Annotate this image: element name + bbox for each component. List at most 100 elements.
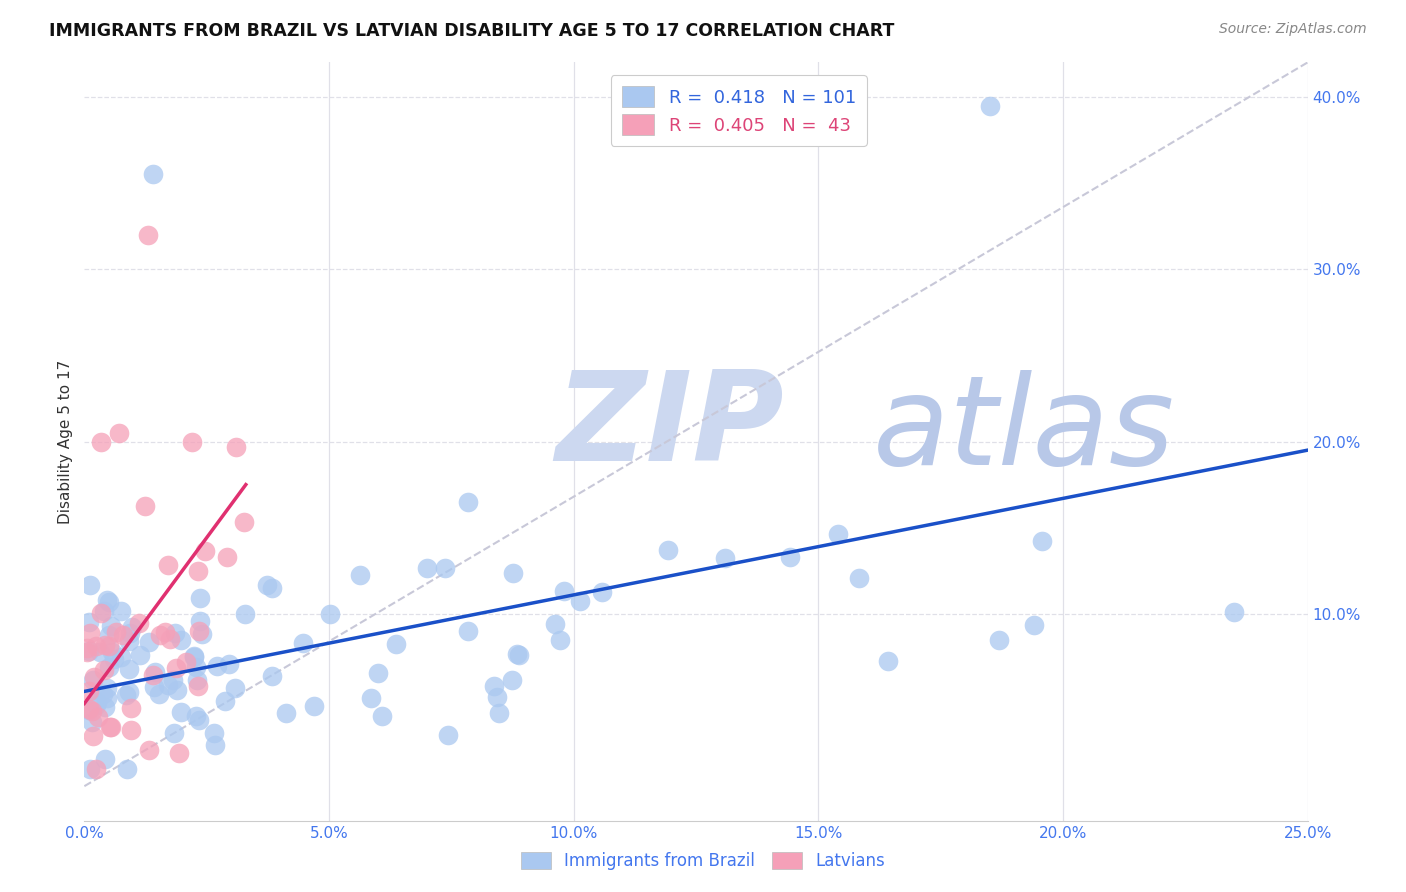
Point — [235, 607, 257, 621]
Point — [988, 632, 1011, 647]
Point — [224, 681, 246, 695]
Point — [94, 699, 117, 714]
Point — [544, 617, 567, 632]
Point — [194, 543, 217, 558]
Point — [100, 619, 122, 633]
Point — [80, 714, 103, 729]
Text: Source: ZipAtlas.com: Source: ZipAtlas.com — [1219, 22, 1367, 37]
Point — [77, 644, 100, 658]
Point — [506, 647, 529, 661]
Point — [142, 680, 165, 694]
Point — [302, 699, 325, 714]
Point — [155, 624, 177, 639]
Point — [82, 704, 104, 718]
Point — [187, 679, 209, 693]
Point — [118, 662, 141, 676]
Point — [437, 727, 460, 741]
Point — [260, 581, 283, 595]
Point — [548, 633, 571, 648]
Point — [115, 762, 138, 776]
Point — [218, 657, 240, 672]
Point — [484, 679, 506, 693]
Point — [779, 549, 801, 564]
Point — [82, 673, 104, 687]
Point — [128, 616, 150, 631]
Point — [120, 723, 142, 737]
Point — [170, 633, 193, 648]
Point — [162, 673, 184, 687]
Point — [163, 726, 186, 740]
Point — [84, 762, 107, 776]
Point — [319, 607, 342, 621]
Point — [93, 664, 115, 678]
Point — [591, 584, 613, 599]
Point — [86, 695, 108, 709]
Point — [120, 701, 142, 715]
Point — [433, 561, 456, 575]
Point — [93, 604, 115, 618]
Point — [104, 625, 127, 640]
Point — [569, 593, 592, 607]
Point — [159, 632, 181, 646]
Point — [129, 648, 152, 662]
Point — [118, 685, 141, 699]
Point — [170, 705, 193, 719]
Point — [89, 645, 111, 659]
Point — [82, 729, 104, 743]
Point — [188, 591, 211, 605]
Point — [508, 648, 530, 663]
Point — [183, 648, 205, 663]
Point — [115, 689, 138, 703]
Point — [165, 661, 187, 675]
Point — [1031, 533, 1053, 548]
Point — [184, 709, 207, 723]
Point — [100, 645, 122, 659]
Point — [485, 690, 508, 704]
Point — [84, 698, 107, 713]
Point — [77, 702, 100, 716]
Point — [79, 762, 101, 776]
Point — [90, 606, 112, 620]
Point — [233, 515, 256, 529]
Point — [1024, 618, 1046, 632]
Point — [156, 558, 179, 573]
Point — [143, 665, 166, 679]
Point — [118, 634, 141, 648]
Text: IMMIGRANTS FROM BRAZIL VS LATVIAN DISABILITY AGE 5 TO 17 CORRELATION CHART: IMMIGRANTS FROM BRAZIL VS LATVIAN DISABI… — [49, 22, 894, 40]
Point — [84, 639, 107, 653]
Point — [188, 615, 211, 629]
Point — [79, 578, 101, 592]
Point — [181, 434, 204, 449]
Text: ZIP: ZIP — [555, 366, 785, 487]
Point — [103, 652, 125, 666]
Point — [165, 626, 187, 640]
Point — [367, 665, 389, 680]
Point — [167, 746, 190, 760]
Point — [98, 660, 121, 674]
Point — [204, 738, 226, 752]
Point — [256, 578, 278, 592]
Point — [349, 568, 371, 582]
Point — [186, 673, 208, 687]
Point — [174, 655, 197, 669]
Point — [202, 726, 225, 740]
Point — [94, 752, 117, 766]
Point — [87, 710, 110, 724]
Point — [156, 678, 179, 692]
Point — [112, 628, 135, 642]
Point — [827, 527, 849, 541]
Point — [79, 626, 101, 640]
Legend: Immigrants from Brazil, Latvians: Immigrants from Brazil, Latvians — [515, 845, 891, 877]
Point — [83, 670, 105, 684]
Point — [848, 571, 870, 585]
Point — [215, 550, 238, 565]
Point — [77, 684, 100, 698]
Point — [457, 494, 479, 508]
Point — [876, 654, 898, 668]
Point — [110, 603, 132, 617]
Point — [166, 683, 188, 698]
Point — [207, 659, 229, 673]
Point — [134, 499, 156, 513]
Point — [184, 660, 207, 674]
Text: atlas: atlas — [873, 369, 1175, 491]
